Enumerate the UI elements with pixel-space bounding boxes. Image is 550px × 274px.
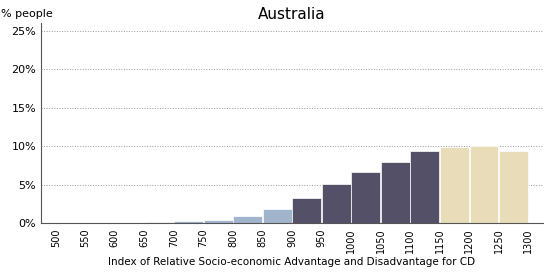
Bar	[145, 222, 174, 223]
Title: Australia: Australia	[258, 7, 326, 22]
Bar	[174, 221, 203, 223]
Text: % people: % people	[1, 9, 53, 19]
Bar	[86, 222, 114, 223]
Bar	[381, 162, 410, 223]
Bar	[410, 151, 439, 223]
Bar	[293, 198, 321, 223]
Bar	[351, 172, 381, 223]
Bar	[56, 222, 85, 223]
Bar	[440, 147, 469, 223]
Bar	[233, 216, 262, 223]
X-axis label: Index of Relative Socio-economic Advantage and Disadvantage for CD: Index of Relative Socio-economic Advanta…	[108, 257, 476, 267]
Bar	[322, 184, 351, 223]
Bar	[499, 151, 528, 223]
Bar	[115, 222, 144, 223]
Bar	[204, 220, 233, 223]
Bar	[470, 146, 498, 223]
Bar	[263, 209, 292, 223]
